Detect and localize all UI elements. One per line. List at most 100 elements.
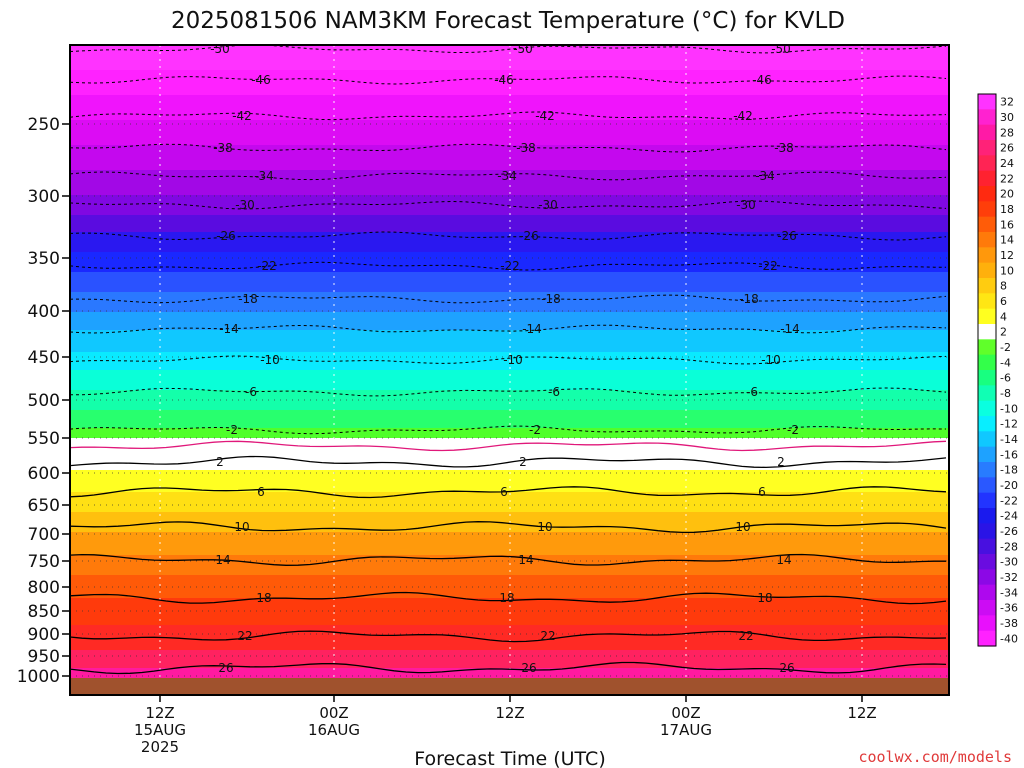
colorbar-swatch [978,630,996,647]
colorbar-swatch [978,569,996,586]
temperature-band [70,292,949,313]
contour-label: 22 [237,629,252,643]
contour-solid [70,630,947,643]
contour-label: -30 [736,198,756,212]
contour-label: 10 [735,520,750,534]
colorbar: 32 30 28 26 24 22 20 18 16 14 12 10 8 6 4 2 -2 -4 -6 -8 -10 -… [977,93,1018,647]
contour-label: -26 [777,229,797,243]
x-tick-label: 2025 [141,738,179,756]
colorbar-label: -22 [1000,494,1018,507]
colorbar-swatch [978,262,996,279]
colorbar-label: 24 [1000,157,1014,170]
y-tick-label: 950 [28,647,60,667]
colorbar-swatch [978,308,996,325]
y-tick-label: 550 [28,429,60,449]
contour-dashed [70,75,947,85]
contour-label: -42 [733,109,753,123]
colorbar-swatch [978,109,996,126]
contour-label: -50 [771,42,791,56]
temperature-band [70,428,949,439]
x-axis-label: Forecast Time (UTC) [414,748,605,768]
colorbar-swatch [978,385,996,402]
contour-label: -14 [780,322,800,336]
temperature-band [70,312,949,331]
contour-label: -10 [761,353,781,367]
colorbar-label: 10 [1000,264,1014,277]
contour-dashed [70,111,947,121]
colorbar-swatch [978,339,996,356]
colorbar-swatch [978,186,996,202]
contour-dashed [70,200,947,210]
contour-label: -34 [755,169,775,183]
x-tick-label: 16AUG [308,721,360,739]
colorbar-label: -8 [1000,387,1011,400]
x-tick-label: 00Z [671,704,700,722]
contour-label: 2 [519,455,527,469]
contour-label: 6 [500,485,508,499]
contour-label: -14 [219,322,239,336]
colorbar-swatch [978,477,996,494]
colorbar-swatch [978,94,996,110]
colorbar-label: 6 [1000,295,1007,308]
contour-label: 2 [777,455,785,469]
contour-label: -46 [494,73,514,87]
contour-dashed [70,294,947,304]
contour-label: -18 [739,292,759,306]
x-tick-label: 12Z [495,704,524,722]
contour-label: 18 [499,591,514,605]
colorbar-swatch [978,462,996,478]
y-tick-label: 750 [28,552,60,572]
contour-solid [70,553,946,566]
contour-label: -22 [257,259,277,273]
y-tick-label: 500 [28,391,60,411]
contour-label: 18 [256,591,271,605]
temperature-band [70,390,949,411]
colorbar-label: -38 [1000,617,1018,630]
contour-label: -42 [535,109,555,123]
colorbar-label: -30 [1000,556,1018,569]
colorbar-label: 26 [1000,142,1014,155]
colorbar-swatch [978,416,996,432]
colorbar-swatch [978,400,996,417]
contour-solid [70,486,947,499]
contour-label: 10 [234,520,249,534]
contour-label: -6 [746,385,758,399]
temperature-band [70,650,949,669]
ground-surface [70,678,949,695]
colorbar-swatch [978,216,996,233]
y-tick-label: 850 [28,602,60,622]
y-tick-label: 450 [28,348,60,368]
colorbar-swatch [978,201,996,218]
contour-dashed [70,143,947,153]
colorbar-label: 22 [1000,172,1014,185]
y-tick-label: 900 [28,625,60,645]
colorbar-label: 8 [1000,280,1007,293]
colorbar-label: -6 [1000,372,1011,385]
contour-solid [70,521,947,534]
colorbar-swatch [978,554,996,570]
y-tick-label: 350 [28,249,60,269]
contour-label: 6 [758,485,766,499]
contour-lines: -50 -50 -50 -46 -46 -46 -42 -42 -42 -38 -38 -38 -34 -… [70,42,947,675]
colorbar-label: 12 [1000,249,1014,262]
contour-label: 14 [776,553,791,567]
colorbar-swatch [978,492,996,509]
freezing-level-line [70,440,947,452]
colorbar-label: 20 [1000,188,1014,201]
x-tick-label: 15AUG [134,721,186,739]
contour-solid [70,591,947,605]
colorbar-swatch [978,615,996,632]
colorbar-swatch [978,278,996,294]
contour-label: -46 [752,73,772,87]
contour-dashed [70,171,947,181]
contour-label: -34 [497,169,517,183]
contour-label: 26 [218,661,233,675]
contour-label: -50 [210,42,230,56]
contour-label: -2 [787,423,799,437]
contour-label: 2 [216,455,224,469]
contour-label: 26 [779,661,794,675]
contour-label: 6 [257,485,265,499]
temperature-band [70,470,949,493]
temperature-band [70,272,949,293]
